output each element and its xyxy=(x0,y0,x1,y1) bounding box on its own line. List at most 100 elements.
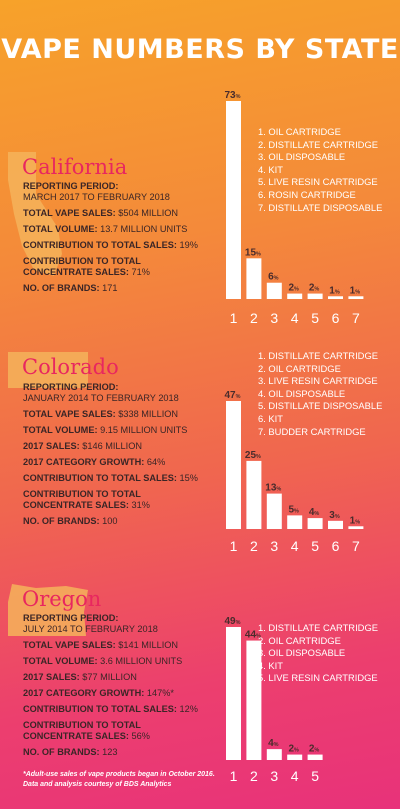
legend-item: 2. OIL CARTRIDGE xyxy=(258,634,341,646)
bar-colorado-7 xyxy=(348,526,364,529)
legend-item: 5. LIVE RESIN CARTRIDGE xyxy=(258,176,378,188)
legend-item: 2. DISTILLATE CARTRIDGE xyxy=(258,138,378,150)
category-label: 1 xyxy=(230,768,238,784)
category-label: 5 xyxy=(311,310,319,326)
bar-california-5 xyxy=(307,293,323,299)
info-row-total-volume: TOTAL VOLUME: 9.15 MILLION UNITS xyxy=(23,425,188,435)
info-row-reporting-period: REPORTING PERIOD: JULY 2014 TO FEBRUARY 2… xyxy=(23,613,158,634)
value-label: 47% xyxy=(224,390,240,401)
oregon-info: REPORTING PERIOD: JULY 2014 TO FEBRUARY 2… xyxy=(23,613,233,763)
value-label: 44% xyxy=(245,630,261,641)
category-label: 6 xyxy=(332,538,340,554)
colorado-info: REPORTING PERIOD: JANUARY 2014 TO FEBRUAR… xyxy=(23,382,233,532)
legend-item: 6. ROSIN CARTRIDGE xyxy=(258,188,356,200)
bar-oregon-5 xyxy=(307,754,323,760)
footnote-line: *Adult-use sales of vape products began … xyxy=(23,771,215,778)
colorado-shape-icon xyxy=(8,352,88,388)
state-name-california: California xyxy=(22,155,128,179)
bar-oregon-3 xyxy=(266,749,282,760)
value-label: 2% xyxy=(309,283,320,294)
value-label: 4% xyxy=(268,738,279,749)
info-row-contribution-sales: CONTRIBUTION TO TOTAL SALES: 19% xyxy=(23,240,198,250)
info-row-2017-sales: 2017 SALES: $77 MILLION xyxy=(23,672,137,682)
oregon-shape-icon xyxy=(8,584,88,636)
footnote-line: Data and analysis courtesy of BDS Analyt… xyxy=(23,781,172,788)
legend-item: 2. OIL CARTRIDGE xyxy=(258,362,341,374)
bar-california-6 xyxy=(328,296,343,299)
value-label: 49% xyxy=(224,616,240,627)
info-row-contribution-sales: CONTRIBUTION TO TOTAL SALES: 15% xyxy=(23,473,198,483)
category-label: 1 xyxy=(230,310,238,326)
info-row-total-volume: TOTAL VOLUME: 13.7 MILLION UNITS xyxy=(23,224,188,234)
info-row-contribution-concentrate: CONTRIBUTION TO TOTAL CONCENTRATE SALES:… xyxy=(23,489,150,510)
colorado-legend: 1. DISTILLATE CARTRIDGE 2. OIL CARTRIDGE… xyxy=(258,350,382,438)
category-label: 2 xyxy=(250,538,258,554)
info-row-total-volume: TOTAL VOLUME: 3.6 MILLION UNITS xyxy=(23,656,183,666)
legend-item: 1. OIL CARTRIDGE xyxy=(258,126,341,137)
bar-oregon-4 xyxy=(287,754,303,760)
legend-item: 7. DISTILLATE DISPOSABLE xyxy=(258,201,383,213)
category-label: 3 xyxy=(270,538,278,554)
info-row-total-vape-sales: TOTAL VAPE SALES: $141 MILLION xyxy=(23,640,179,650)
info-row-brands: NO. OF BRANDS: 123 xyxy=(23,747,118,757)
info-row-category-growth: 2017 CATEGORY GROWTH: 147%* xyxy=(23,688,174,698)
info-row-contribution-concentrate: CONTRIBUTION TO TOTAL CONCENTRATE SALES:… xyxy=(23,720,150,741)
bar-colorado-4 xyxy=(287,515,303,529)
legend-item: 7. BUDDER CARTRIDGE xyxy=(258,425,366,437)
bar-colorado-5 xyxy=(307,518,323,529)
category-label: 2 xyxy=(250,768,258,784)
info-row-total-vape-sales: TOTAL VAPE SALES: $338 MILLION xyxy=(23,409,179,419)
value-label: 1% xyxy=(350,515,361,526)
value-label: 2% xyxy=(288,283,299,294)
legend-item: 3. OIL DISPOSABLE xyxy=(258,647,346,659)
california-legend: 1. OIL CARTRIDGE 2. DISTILLATE CARTRIDGE… xyxy=(258,126,382,214)
category-label: 4 xyxy=(291,768,299,784)
legend-item: 4. KIT xyxy=(258,163,284,175)
value-label: 1% xyxy=(329,285,340,296)
category-label: 4 xyxy=(291,310,299,326)
info-row-contribution-concentrate: CONTRIBUTION TO TOTAL CONCENTRATE SALES:… xyxy=(23,256,150,277)
info-row-reporting-period: REPORTING PERIOD: JANUARY 2014 TO FEBRUAR… xyxy=(23,382,179,403)
state-name-colorado: Colorado xyxy=(22,355,119,379)
legend-item: 4. KIT xyxy=(258,659,284,671)
bar-california-1 xyxy=(226,101,241,299)
legend-item: 3. OIL DISPOSABLE xyxy=(258,151,346,163)
bar-colorado-3 xyxy=(266,493,282,529)
category-label: 6 xyxy=(332,310,340,326)
info-row-reporting-period: REPORTING PERIOD: MARCH 2017 TO FEBRUARY … xyxy=(23,181,170,202)
california-shape-icon xyxy=(8,152,62,276)
info-row-category-growth: 2017 CATEGORY GROWTH: 64% xyxy=(23,457,166,467)
info-row-2017-sales: 2017 SALES: $146 MILLION xyxy=(23,441,142,451)
bar-oregon-2 xyxy=(246,640,262,760)
value-label: 13% xyxy=(265,483,281,494)
value-label: 15% xyxy=(245,247,261,258)
california-info: REPORTING PERIOD: MARCH 2017 TO FEBRUARY … xyxy=(23,181,233,299)
bar-colorado-2 xyxy=(246,460,262,529)
legend-item: 3. LIVE RESIN CARTRIDGE xyxy=(258,375,378,387)
info-row-contribution-sales: CONTRIBUTION TO TOTAL SALES: 12% xyxy=(23,704,198,714)
info-row-brands: NO. OF BRANDS: 100 xyxy=(23,516,118,526)
category-label: 3 xyxy=(270,310,278,326)
bar-california-7 xyxy=(348,296,364,299)
category-label: 4 xyxy=(291,538,299,554)
value-label: 2% xyxy=(288,744,299,755)
bar-oregon-1 xyxy=(226,627,241,760)
legend-item: 4. OIL DISPOSABLE xyxy=(258,387,346,399)
category-label: 1 xyxy=(230,538,238,554)
value-label: 6% xyxy=(268,272,279,283)
info-row-total-vape-sales: TOTAL VAPE SALES: $504 MILLION xyxy=(23,208,179,218)
page-title: VAPE NUMBERS BY STATE xyxy=(1,34,399,65)
bar-california-3 xyxy=(266,282,282,299)
legend-item: 5. LIVE RESIN CARTRIDGE xyxy=(258,672,378,684)
value-label: 25% xyxy=(245,450,261,461)
category-label: 5 xyxy=(311,768,319,784)
oregon-legend: 1. DISTILLATE CARTRIDGE 2. OIL CARTRIDGE… xyxy=(258,622,378,685)
legend-item: 1. DISTILLATE CARTRIDGE xyxy=(258,350,378,361)
legend-item: 6. KIT xyxy=(258,412,284,424)
category-label: 7 xyxy=(352,538,360,554)
category-label: 3 xyxy=(270,768,278,784)
info-row-brands: NO. OF BRANDS: 171 xyxy=(23,283,118,293)
bar-california-4 xyxy=(287,293,303,299)
value-label: 1% xyxy=(350,285,361,296)
